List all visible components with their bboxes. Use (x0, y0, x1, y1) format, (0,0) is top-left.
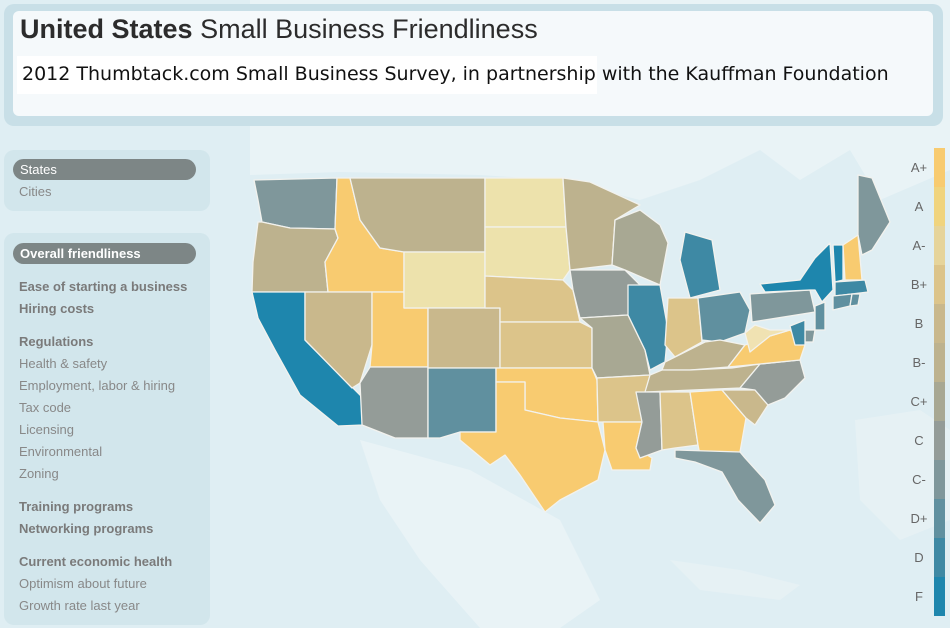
state-new-hampshire[interactable] (842, 234, 863, 281)
nav-item-employment[interactable]: Employment, labor & hiring (19, 378, 176, 393)
state-michigan[interactable] (679, 231, 721, 299)
legend-label-6: C+ (910, 394, 928, 409)
legend-label-4: B (914, 316, 924, 331)
legend-swatch-11 (934, 577, 945, 616)
legend-swatch-10 (934, 538, 945, 577)
legend-label-5: B- (912, 355, 926, 370)
state-kansas[interactable] (499, 321, 593, 369)
state-washington[interactable] (253, 177, 338, 230)
state-north-dakota[interactable] (484, 177, 567, 228)
legend-label-7: C (914, 433, 924, 448)
nav-item-cities[interactable]: Cities (19, 184, 52, 199)
state-vermont[interactable] (832, 244, 844, 283)
page-title: United States Small Business Friendlines… (20, 14, 538, 45)
state-maryland[interactable] (789, 319, 806, 346)
legend-label-3: B+ (910, 277, 928, 292)
state-new-york[interactable] (759, 242, 834, 303)
legend-swatch-7 (934, 421, 945, 460)
nav-item-health-safety[interactable]: Health & safety (19, 356, 108, 371)
state-connecticut[interactable] (832, 293, 853, 311)
state-colorado[interactable] (427, 307, 501, 369)
legend-label-2: A- (912, 238, 926, 253)
state-oregon[interactable] (251, 221, 339, 293)
nav-item-hiring-costs[interactable]: Hiring costs (19, 301, 95, 316)
state-maine[interactable] (857, 174, 891, 256)
legend-label-1: A (914, 199, 924, 214)
state-rhode-island[interactable] (849, 293, 861, 307)
legend-swatch-4 (934, 304, 945, 343)
title-text: Small Business Friendliness (200, 14, 538, 44)
nav-item-ease-of-starting[interactable]: Ease of starting a business (19, 279, 188, 294)
state-arizona[interactable] (359, 366, 429, 439)
state-south-dakota[interactable] (484, 226, 571, 281)
subtitle-box (17, 56, 597, 94)
legend-label-8: C- (912, 472, 926, 487)
legend-label-9: D+ (910, 511, 928, 526)
nav-item-environmental[interactable]: Environmental (19, 444, 103, 459)
nav-item-economic-health[interactable]: Current economic health (19, 554, 173, 569)
state-west-virginia[interactable] (744, 324, 791, 353)
state-illinois[interactable] (627, 284, 669, 371)
state-indiana[interactable] (664, 297, 703, 358)
nav-item-states[interactable]: States (13, 159, 196, 180)
legend-swatch-5 (934, 343, 945, 382)
nav-item-networking-programs[interactable]: Networking programs (19, 521, 154, 536)
state-texas[interactable] (459, 381, 606, 513)
state-massachusetts[interactable] (834, 279, 869, 297)
state-new-mexico[interactable] (427, 367, 497, 439)
legend-swatch-6 (934, 382, 945, 421)
state-alabama[interactable] (659, 391, 699, 451)
nav-item-overall-friendliness[interactable]: Overall friendliness (13, 243, 196, 264)
legend-swatch-0 (934, 148, 945, 187)
state-wyoming[interactable] (403, 251, 486, 309)
legend-swatch-2 (934, 226, 945, 265)
nav-item-licensing[interactable]: Licensing (19, 422, 74, 437)
state-wisconsin[interactable] (611, 209, 669, 286)
legend-label-11: F (915, 589, 923, 604)
nav-item-regulations[interactable]: Regulations (19, 334, 94, 349)
state-delaware[interactable] (804, 329, 816, 343)
nav-item-tax-code[interactable]: Tax code (19, 400, 72, 415)
state-pennsylvania[interactable] (749, 289, 816, 323)
title-country: United States (20, 14, 193, 44)
state-tennessee[interactable] (644, 363, 761, 393)
state-new-jersey[interactable] (814, 301, 826, 331)
nav-item-growth-rate[interactable]: Growth rate last year (19, 598, 140, 613)
legend-swatch-1 (934, 187, 945, 226)
state-ohio[interactable] (697, 291, 751, 343)
legend-swatch-9 (934, 499, 945, 538)
nav-item-optimism[interactable]: Optimism about future (19, 576, 147, 591)
metric-nav-panel (4, 233, 210, 625)
legend-label-0: A+ (910, 160, 928, 175)
nav-item-training-programs[interactable]: Training programs (19, 499, 134, 514)
state-florida[interactable] (674, 449, 776, 524)
legend-swatch-8 (934, 460, 945, 499)
state-south-carolina[interactable] (721, 389, 769, 426)
legend-swatch-3 (934, 265, 945, 304)
legend-label-10: D (914, 550, 924, 565)
nav-item-zoning[interactable]: Zoning (19, 466, 59, 481)
page-subtitle: 2012 Thumbtack.com Small Business Survey… (22, 63, 889, 85)
